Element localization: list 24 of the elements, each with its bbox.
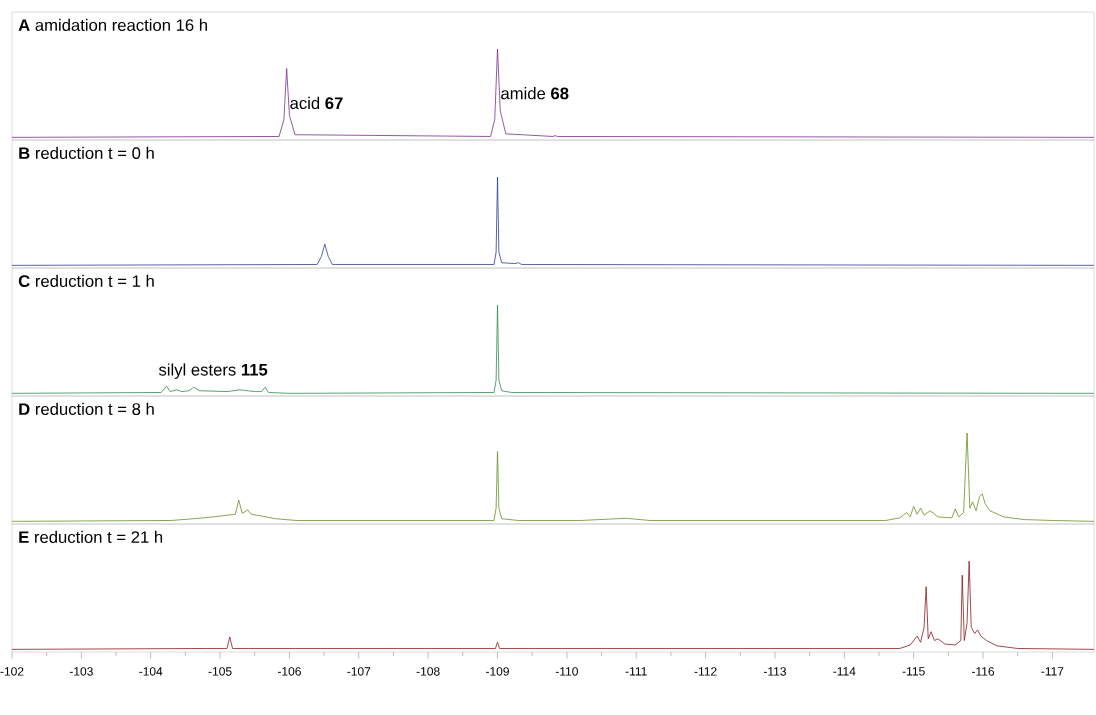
- annotation: acid 67: [290, 96, 343, 110]
- x-tick-label: -104: [139, 667, 163, 676]
- annotation: amide 68: [501, 87, 569, 100]
- x-tick-label: -109: [486, 667, 509, 676]
- x-tick-label: -112: [694, 667, 717, 676]
- x-tick-label: -106: [277, 667, 301, 676]
- x-tick-label: -110: [555, 667, 578, 676]
- chart-title: B reduction t = 0 h: [19, 146, 154, 160]
- x-tick-label: -117: [1041, 667, 1064, 676]
- x-tick-label: -102: [0, 667, 24, 676]
- x-tick-label: -115: [902, 667, 925, 676]
- x-tick-label: -103: [69, 667, 93, 676]
- x-tick-label: -114: [833, 667, 856, 676]
- chart-title: D reduction t = 8 h: [19, 402, 154, 416]
- chart-title: C reduction t = 1 h: [18, 274, 154, 288]
- annotation: silyl esters 115: [158, 363, 268, 379]
- chart-title: A amidation reaction 16 h: [18, 18, 207, 32]
- x-tick-label: -108: [416, 667, 440, 676]
- x-tick-label: -111: [625, 667, 647, 676]
- x-tick-label: -113: [763, 667, 786, 676]
- chart-title: E reduction t = 21 h: [19, 530, 163, 544]
- x-tick-label: -105: [208, 667, 232, 676]
- x-tick-label: -116: [972, 667, 995, 676]
- x-tick-label: -107: [347, 667, 371, 676]
